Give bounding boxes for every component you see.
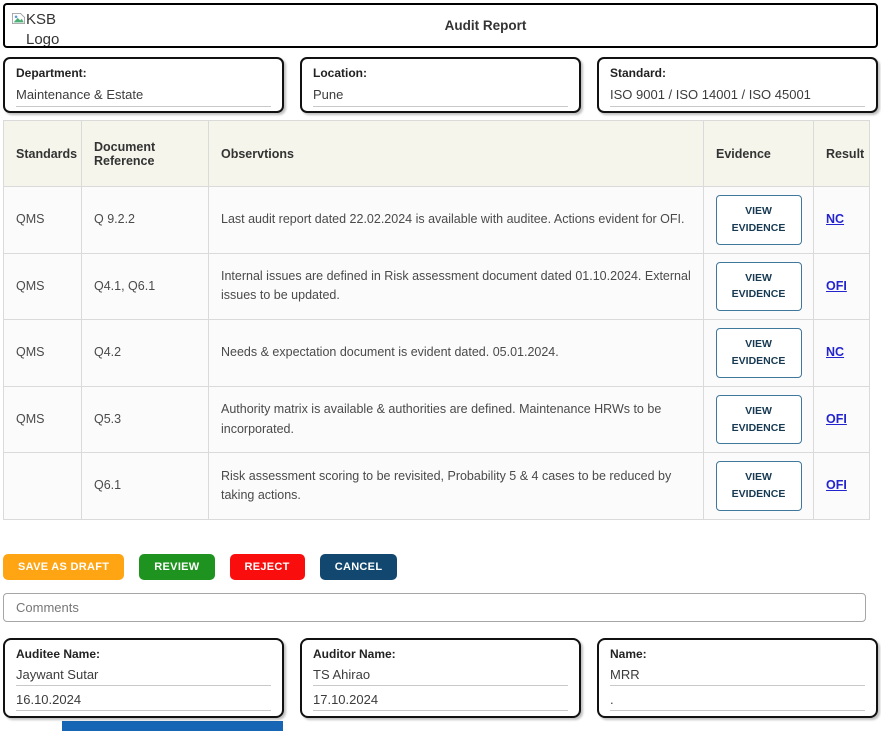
col-header-standards: Standards (4, 121, 82, 187)
standard-value[interactable]: ISO 9001 / ISO 14001 / ISO 45001 (610, 87, 865, 107)
observation-cell: Internal issues are defined in Risk asse… (209, 253, 704, 320)
result-cell: OFI (814, 253, 870, 320)
auditor-date-value[interactable]: 17.10.2024 (313, 692, 568, 711)
doc-reference-cell: Q6.1 (82, 453, 209, 520)
auditee-name-value[interactable]: Jaywant Sutar (16, 667, 271, 686)
department-field: Department: Maintenance & Estate (3, 57, 284, 113)
name-value[interactable]: MRR (610, 667, 865, 686)
observations-table: Standards Document Reference Observtions… (3, 120, 870, 520)
logo-alt-text: KSB Logo (26, 10, 78, 46)
report-header: KSB Logo Audit Report (3, 3, 878, 48)
location-value[interactable]: Pune (313, 87, 568, 107)
table-row: Q6.1 Risk assessment scoring to be revis… (4, 453, 870, 520)
evidence-cell: VIEW EVIDENCE (704, 386, 814, 453)
result-cell: NC (814, 320, 870, 387)
broken-image-icon (12, 13, 25, 26)
info-field-row: Department: Maintenance & Estate Locatio… (3, 57, 878, 113)
view-evidence-button[interactable]: VIEW EVIDENCE (716, 328, 802, 378)
col-header-evidence: Evidence (704, 121, 814, 187)
reject-button[interactable]: REJECT (230, 554, 305, 580)
doc-reference-cell: Q 9.2.2 (82, 187, 209, 254)
auditor-name-label: Auditor Name: (313, 647, 568, 661)
evidence-cell: VIEW EVIDENCE (704, 320, 814, 387)
bottom-partial-bar (62, 721, 283, 731)
page-title: Audit Report (95, 18, 876, 33)
review-button[interactable]: REVIEW (139, 554, 214, 580)
result-link[interactable]: OFI (826, 412, 847, 426)
auditee-date-value[interactable]: 16.10.2024 (16, 692, 271, 711)
standards-cell: QMS (4, 253, 82, 320)
evidence-cell: VIEW EVIDENCE (704, 187, 814, 254)
observation-cell: Last audit report dated 22.02.2024 is av… (209, 187, 704, 254)
col-header-result: Result (814, 121, 870, 187)
action-buttons-row: SAVE AS DRAFT REVIEW REJECT CANCEL (3, 554, 878, 580)
location-label: Location: (313, 66, 568, 80)
standards-cell: QMS (4, 187, 82, 254)
logo-area: KSB Logo (5, 5, 95, 46)
result-link[interactable]: OFI (826, 279, 847, 293)
comments-input[interactable] (3, 593, 866, 622)
table-row: QMS Q5.3 Authority matrix is available &… (4, 386, 870, 453)
standard-field: Standard: ISO 9001 / ISO 14001 / ISO 450… (597, 57, 878, 113)
observation-cell: Authority matrix is available & authorit… (209, 386, 704, 453)
department-value[interactable]: Maintenance & Estate (16, 87, 271, 107)
auditee-signature-box: Auditee Name: Jaywant Sutar 16.10.2024 (3, 638, 284, 718)
result-link[interactable]: NC (826, 345, 844, 359)
standard-label: Standard: (610, 66, 865, 80)
location-field: Location: Pune (300, 57, 581, 113)
auditor-name-value[interactable]: TS Ahirao (313, 667, 568, 686)
auditor-signature-box: Auditor Name: TS Ahirao 17.10.2024 (300, 638, 581, 718)
standards-cell (4, 453, 82, 520)
result-link[interactable]: OFI (826, 478, 847, 492)
col-header-observations: Observtions (209, 121, 704, 187)
standards-cell: QMS (4, 320, 82, 387)
department-label: Department: (16, 66, 271, 80)
col-header-doc-reference: Document Reference (82, 121, 209, 187)
standards-cell: QMS (4, 386, 82, 453)
table-header-row: Standards Document Reference Observtions… (4, 121, 870, 187)
view-evidence-button[interactable]: VIEW EVIDENCE (716, 195, 802, 245)
date-value[interactable]: . (610, 692, 865, 711)
table-row: QMS Q4.1, Q6.1 Internal issues are defin… (4, 253, 870, 320)
name-label: Name: (610, 647, 865, 661)
save-as-draft-button[interactable]: SAVE AS DRAFT (3, 554, 124, 580)
result-cell: OFI (814, 386, 870, 453)
evidence-cell: VIEW EVIDENCE (704, 253, 814, 320)
evidence-cell: VIEW EVIDENCE (704, 453, 814, 520)
doc-reference-cell: Q5.3 (82, 386, 209, 453)
result-cell: NC (814, 187, 870, 254)
table-row: QMS Q 9.2.2 Last audit report dated 22.0… (4, 187, 870, 254)
result-link[interactable]: NC (826, 212, 844, 226)
doc-reference-cell: Q4.2 (82, 320, 209, 387)
result-cell: OFI (814, 453, 870, 520)
signature-row: Auditee Name: Jaywant Sutar 16.10.2024 A… (3, 638, 878, 718)
observation-cell: Risk assessment scoring to be revisited,… (209, 453, 704, 520)
cancel-button[interactable]: CANCEL (320, 554, 398, 580)
observation-cell: Needs & expectation document is evident … (209, 320, 704, 387)
table-row: QMS Q4.2 Needs & expectation document is… (4, 320, 870, 387)
view-evidence-button[interactable]: VIEW EVIDENCE (716, 395, 802, 445)
doc-reference-cell: Q4.1, Q6.1 (82, 253, 209, 320)
auditee-name-label: Auditee Name: (16, 647, 271, 661)
view-evidence-button[interactable]: VIEW EVIDENCE (716, 461, 802, 511)
view-evidence-button[interactable]: VIEW EVIDENCE (716, 262, 802, 312)
mrr-signature-box: Name: MRR . (597, 638, 878, 718)
